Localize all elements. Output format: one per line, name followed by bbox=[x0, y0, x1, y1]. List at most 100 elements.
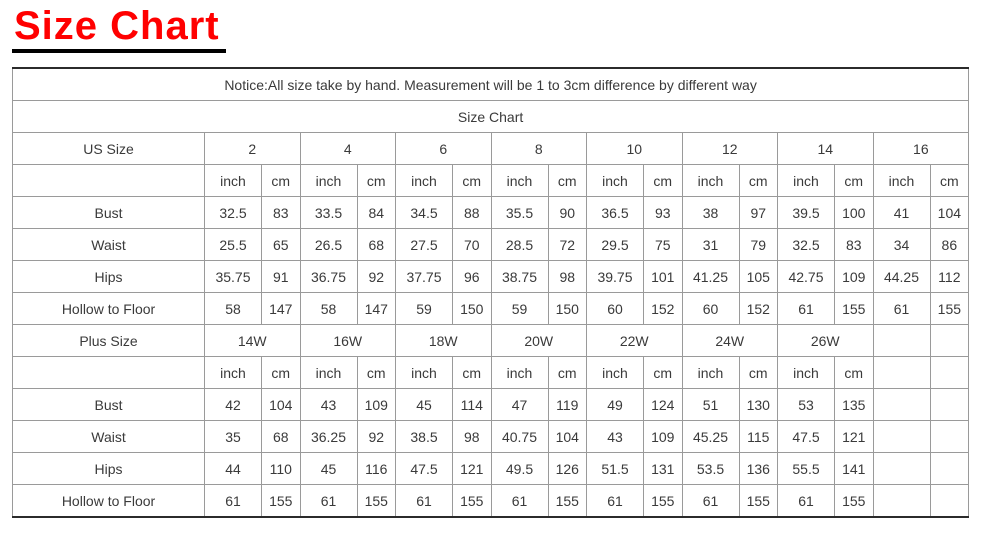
value-cell-inch: 61 bbox=[395, 484, 453, 518]
size-header-row: US Size 2 4 6 8 10 12 14 16 bbox=[12, 132, 970, 165]
value-cell-inch: 55.5 bbox=[777, 452, 835, 485]
value-cell-inch: 61 bbox=[490, 484, 549, 518]
value-cell-cm: 79 bbox=[738, 228, 778, 261]
value-cell-cm: 109 bbox=[643, 420, 683, 453]
size-header-row: Plus Size 14W 16W 18W 20W 22W 24W 26W bbox=[12, 324, 970, 357]
value-cell-cm: 86 bbox=[929, 228, 970, 261]
empty-cell bbox=[872, 452, 931, 485]
value-cell-cm: 83 bbox=[834, 228, 874, 261]
value-cell-inch: 35 bbox=[204, 420, 262, 453]
value-cell-cm: 155 bbox=[929, 292, 970, 325]
measurement-label: Hips bbox=[12, 260, 205, 293]
value-cell-inch: 59 bbox=[490, 292, 549, 325]
value-cell-cm: 93 bbox=[643, 196, 683, 229]
value-cell-inch: 49.5 bbox=[490, 452, 549, 485]
unit-cell-cm: cm bbox=[547, 164, 587, 197]
unit-cell-cm: cm bbox=[738, 164, 778, 197]
value-cell-inch: 61 bbox=[777, 484, 835, 518]
empty-cell bbox=[872, 356, 931, 389]
value-cell-cm: 100 bbox=[834, 196, 874, 229]
size-cell: 10 bbox=[586, 132, 683, 165]
empty-cell bbox=[929, 452, 970, 485]
value-cell-inch: 39.5 bbox=[777, 196, 835, 229]
value-cell-inch: 61 bbox=[872, 292, 931, 325]
measurement-label: Waist bbox=[12, 228, 205, 261]
value-cell-cm: 131 bbox=[643, 452, 683, 485]
table-title-row: Size Chart bbox=[11, 100, 970, 133]
measurement-label: Hips bbox=[12, 452, 205, 485]
size-cell: 16W bbox=[299, 324, 396, 357]
value-cell-inch: 26.5 bbox=[299, 228, 358, 261]
size-cell: 6 bbox=[395, 132, 492, 165]
unit-cell-cm: cm bbox=[643, 356, 683, 389]
unit-cell-cm: cm bbox=[643, 164, 683, 197]
notice-row: Notice:All size take by hand. Measuremen… bbox=[11, 67, 970, 101]
value-cell-cm: 155 bbox=[452, 484, 492, 518]
value-cell-cm: 96 bbox=[452, 260, 492, 293]
value-cell-cm: 141 bbox=[834, 452, 874, 485]
unit-cell-cm: cm bbox=[356, 356, 396, 389]
value-cell-inch: 61 bbox=[586, 484, 644, 518]
value-cell-cm: 150 bbox=[547, 292, 587, 325]
empty-cell bbox=[929, 388, 970, 421]
value-cell-inch: 36.75 bbox=[299, 260, 358, 293]
value-cell-inch: 42.75 bbox=[777, 260, 835, 293]
size-cell: 24W bbox=[681, 324, 778, 357]
value-cell-inch: 60 bbox=[586, 292, 644, 325]
value-cell-inch: 42 bbox=[204, 388, 262, 421]
measurement-row: Hips 35.75 91 36.75 92 37.75 96 38.75 98 39.75 101… bbox=[12, 260, 970, 293]
section-label: Plus Size bbox=[12, 324, 205, 357]
unit-cell-inch: inch bbox=[490, 356, 549, 389]
unit-row-label bbox=[12, 356, 205, 389]
value-cell-cm: 104 bbox=[261, 388, 301, 421]
value-cell-inch: 38.5 bbox=[395, 420, 453, 453]
measurement-row: Hollow to Floor 61 155 61 155 61 155 61 155 61 155… bbox=[12, 484, 970, 518]
size-cell: 14 bbox=[777, 132, 874, 165]
value-cell-inch: 38 bbox=[681, 196, 740, 229]
value-cell-cm: 155 bbox=[356, 484, 396, 518]
value-cell-cm: 155 bbox=[643, 484, 683, 518]
unit-cell-cm: cm bbox=[547, 356, 587, 389]
unit-cell-inch: inch bbox=[586, 164, 644, 197]
value-cell-inch: 35.5 bbox=[490, 196, 549, 229]
value-cell-cm: 135 bbox=[834, 388, 874, 421]
value-cell-inch: 58 bbox=[299, 292, 358, 325]
size-cell: 26W bbox=[777, 324, 874, 357]
value-cell-inch: 31 bbox=[681, 228, 740, 261]
value-cell-inch: 38.75 bbox=[490, 260, 549, 293]
measurement-label: Bust bbox=[12, 196, 205, 229]
value-cell-inch: 47.5 bbox=[395, 452, 453, 485]
value-cell-cm: 90 bbox=[547, 196, 587, 229]
unit-cell-inch: inch bbox=[777, 356, 835, 389]
size-cell: 18W bbox=[395, 324, 492, 357]
value-cell-inch: 28.5 bbox=[490, 228, 549, 261]
measurement-row: Bust 42 104 43 109 45 114 47 119 49 124 51 130 53 135 bbox=[12, 388, 970, 421]
value-cell-cm: 155 bbox=[834, 484, 874, 518]
size-cell: 12 bbox=[681, 132, 778, 165]
size-cell: 2 bbox=[204, 132, 301, 165]
unit-cell-cm: cm bbox=[452, 164, 492, 197]
value-cell-inch: 36.5 bbox=[586, 196, 644, 229]
size-cell: 22W bbox=[586, 324, 683, 357]
empty-cell bbox=[872, 484, 931, 518]
value-cell-cm: 114 bbox=[452, 388, 492, 421]
value-cell-inch: 34 bbox=[872, 228, 931, 261]
value-cell-cm: 121 bbox=[834, 420, 874, 453]
notice-text: Notice:All size take by hand. Measuremen… bbox=[11, 67, 970, 101]
value-cell-inch: 51.5 bbox=[586, 452, 644, 485]
value-cell-inch: 39.75 bbox=[586, 260, 644, 293]
value-cell-cm: 150 bbox=[452, 292, 492, 325]
value-cell-inch: 60 bbox=[681, 292, 740, 325]
measurement-row: Waist 25.5 65 26.5 68 27.5 70 28.5 72 29.5 75 31 79 3… bbox=[12, 228, 970, 261]
value-cell-inch: 44 bbox=[204, 452, 262, 485]
value-cell-cm: 92 bbox=[356, 260, 396, 293]
value-cell-cm: 104 bbox=[547, 420, 587, 453]
section-label: US Size bbox=[12, 132, 205, 165]
value-cell-cm: 130 bbox=[738, 388, 778, 421]
value-cell-inch: 49 bbox=[586, 388, 644, 421]
value-cell-cm: 70 bbox=[452, 228, 492, 261]
value-cell-cm: 72 bbox=[547, 228, 587, 261]
value-cell-inch: 40.75 bbox=[490, 420, 549, 453]
value-cell-inch: 27.5 bbox=[395, 228, 453, 261]
unit-cell-cm: cm bbox=[261, 164, 301, 197]
